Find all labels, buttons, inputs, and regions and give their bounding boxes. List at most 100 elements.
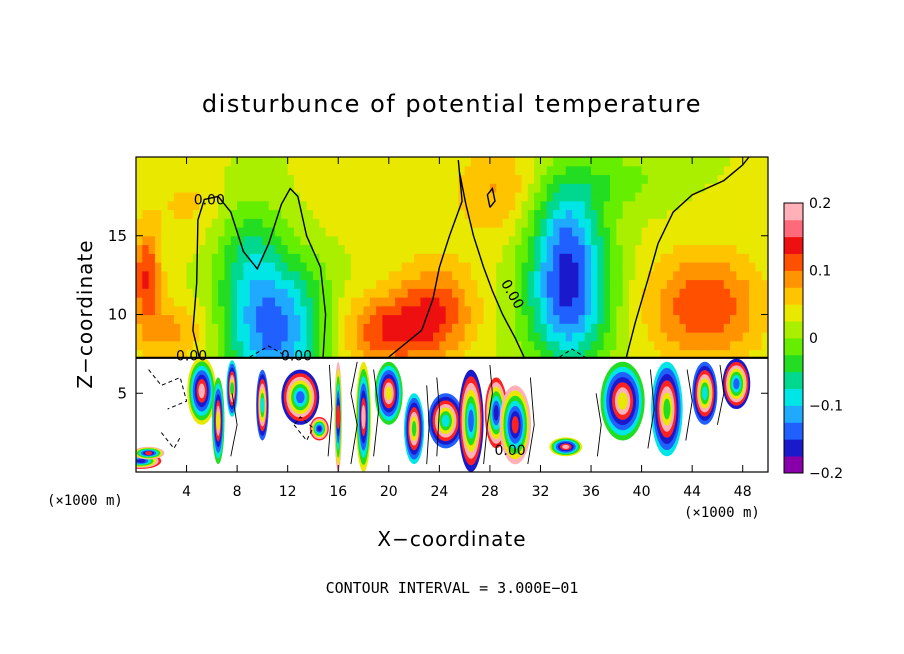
heatmap-cell	[224, 218, 232, 228]
heatmap-cell	[692, 200, 700, 211]
heatmap-cell	[496, 323, 504, 333]
heatmap-cell	[275, 340, 282, 351]
heatmap-cell	[597, 218, 605, 228]
heatmap-cell	[211, 200, 219, 211]
heatmap-cell	[262, 209, 270, 219]
heatmap-cell	[205, 209, 213, 219]
heatmap-cell	[148, 305, 156, 316]
heatmap-cell	[205, 174, 213, 184]
heatmap-cell	[350, 218, 358, 228]
heatmap-cell	[527, 305, 535, 316]
heatmap-cell	[136, 270, 143, 281]
heatmap-cell	[515, 165, 523, 176]
heatmap-cell	[742, 200, 750, 211]
heatmap-cell	[312, 183, 320, 193]
heatmap-cell	[761, 157, 768, 167]
heatmap-cell	[723, 305, 731, 316]
heatmap-cell	[237, 340, 245, 351]
colorbar-segment	[784, 236, 803, 255]
heatmap-cell	[673, 218, 681, 228]
heatmap-cell	[142, 244, 150, 254]
heatmap-cell	[496, 200, 504, 211]
heatmap-cell	[344, 227, 352, 237]
heatmap-cell	[275, 314, 282, 324]
heatmap-cell	[673, 314, 681, 324]
heatmap-cell	[230, 323, 238, 333]
heatmap-cell	[325, 200, 333, 211]
heatmap-cell	[749, 227, 756, 237]
heatmap-cell	[211, 332, 219, 342]
heatmap-cell	[452, 314, 459, 324]
heatmap-cell	[521, 332, 529, 342]
heatmap-cell	[224, 253, 232, 263]
heatmap-cell	[388, 314, 396, 324]
heatmap-cell	[616, 209, 624, 219]
colorbar-segment	[784, 456, 803, 474]
heatmap-cell	[142, 323, 150, 333]
heatmap-cell	[142, 209, 150, 219]
heatmap-cell	[445, 200, 453, 211]
heatmap-cell	[414, 270, 421, 281]
heatmap-cell	[319, 305, 327, 316]
heatmap-cell	[673, 270, 681, 281]
heatmap-cell	[534, 305, 542, 316]
heatmap-cell	[698, 183, 706, 193]
heatmap-cell	[660, 314, 668, 324]
heatmap-cell	[742, 192, 750, 202]
heatmap-cell	[211, 262, 219, 272]
heatmap-cell	[527, 349, 535, 359]
heatmap-cell	[597, 305, 605, 316]
heatmap-cell	[635, 332, 643, 342]
heatmap-cell	[603, 314, 611, 324]
heatmap-cell	[154, 349, 162, 359]
heatmap-cell	[376, 174, 384, 184]
heatmap-cell	[262, 235, 270, 246]
heatmap-cell	[610, 200, 617, 211]
heatmap-cell	[243, 200, 251, 211]
heatmap-cell	[610, 297, 617, 307]
heatmap-cell	[610, 349, 617, 359]
heatmap-cell	[616, 288, 624, 298]
heatmap-cell	[230, 235, 238, 246]
heatmap-cell	[527, 332, 535, 342]
heatmap-cell	[262, 262, 270, 272]
heatmap-cell	[572, 262, 579, 272]
heatmap-cell	[761, 297, 768, 307]
heatmap-cell	[224, 288, 232, 298]
heatmap-cell	[647, 297, 655, 307]
heatmap-cell	[692, 174, 700, 184]
heatmap-cell	[483, 262, 491, 272]
heatmap-cell	[458, 209, 466, 219]
heatmap-cell	[742, 332, 750, 342]
heatmap-cell	[401, 174, 409, 184]
heatmap-cell	[679, 314, 687, 324]
colorbar-segment	[784, 321, 803, 339]
heatmap-cell	[755, 244, 763, 254]
heatmap-cell	[218, 279, 226, 289]
heatmap-cell	[237, 253, 245, 263]
heatmap-cell	[458, 262, 466, 272]
heatmap-cell	[319, 332, 327, 342]
heatmap-cell	[186, 262, 194, 272]
heatmap-cell	[458, 165, 466, 176]
heatmap-cell	[192, 200, 200, 211]
heatmap-cell	[350, 227, 358, 237]
heatmap-cell	[167, 165, 175, 176]
heatmap-cell	[711, 314, 719, 324]
heatmap-cell	[363, 183, 371, 193]
heatmap-cell	[300, 227, 308, 237]
heatmap-cell	[711, 270, 719, 281]
heatmap-cell	[218, 192, 226, 202]
heatmap-cell	[622, 270, 630, 281]
heatmap-cell	[692, 340, 700, 351]
heatmap-cell	[464, 183, 472, 193]
heatmap-cell	[565, 288, 573, 298]
heatmap-cell	[154, 200, 162, 211]
heatmap-cell	[287, 297, 295, 307]
heatmap-cell	[414, 314, 421, 324]
heatmap-cell	[761, 323, 768, 333]
heatmap-cell	[237, 288, 245, 298]
heatmap-cell	[534, 340, 542, 351]
heatmap-cell	[464, 174, 472, 184]
